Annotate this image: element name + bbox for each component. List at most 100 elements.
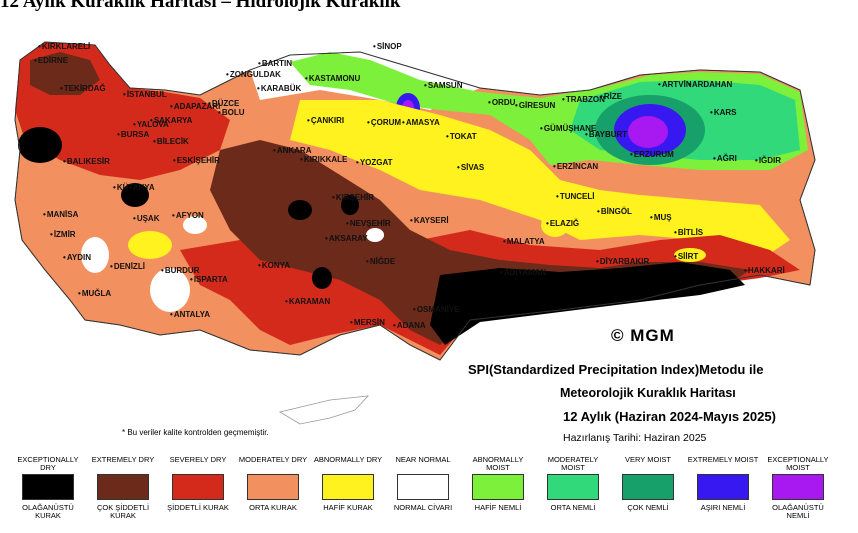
cyprus (278, 395, 370, 425)
legend-swatch (472, 474, 524, 500)
legend-item: ABNORMALLY DRY HAFİF KURAK (312, 456, 384, 512)
city-label: NİĞDE (366, 257, 395, 266)
legend-label-tr: ŞİDDETLİ KURAK (167, 503, 229, 512)
city-label: İZMİR (50, 230, 76, 239)
legend-label-en: MODERATELY MOIST (547, 455, 599, 472)
city-label: ZONGULDAK (226, 70, 281, 79)
region-near-normal-afyon (183, 216, 207, 234)
legend-swatch (547, 474, 599, 500)
legend-label-en: NEAR NORMAL (395, 455, 451, 464)
city-label: BİNGÖL (597, 207, 632, 216)
legend-label-en: EXTREMELY DRY (91, 455, 155, 464)
city-label: ADIYAMAN (500, 268, 546, 277)
city-label: KAYSERİ (410, 216, 449, 225)
legend-item: EXTREMELY DRY ÇOK ŞİDDETLİ KURAK (87, 456, 159, 520)
legend-label-tr: OLAĞANÜSTÜ KURAK (22, 503, 74, 520)
quality-note: * Bu veriler kalite kontrolden geçmemişt… (122, 428, 269, 437)
city-label: ARDAHAN (688, 80, 732, 89)
region-near-normal-nevsehir (366, 228, 384, 242)
city-label: ANTALYA (170, 310, 210, 319)
region-abnormally-dry-west (128, 231, 172, 259)
legend-item: EXCEPTIONALLY DRY OLAĞANÜSTÜ KURAK (12, 456, 84, 520)
city-label: UŞAK (133, 214, 160, 223)
map-title: 12 Aylık Kuraklık Haritası – Hidrolojik … (0, 0, 401, 12)
city-label: OSMANİYE (413, 305, 460, 314)
city-label: MUĞLA (78, 289, 111, 298)
city-label: BOLU (218, 108, 245, 117)
city-label: İSTANBUL (123, 90, 167, 99)
region-near-normal-antalya (150, 268, 190, 312)
city-label: SAMSUN (424, 81, 463, 90)
city-label: MERSİN (350, 318, 385, 327)
city-label: BİLECİK (153, 137, 189, 146)
city-label: ÇORUM (367, 118, 401, 127)
city-label: SİNOP (373, 42, 402, 51)
city-label: SİİRT (674, 252, 698, 261)
city-label: ANKARA (273, 146, 312, 155)
legend-label-en: VERY MOIST (625, 455, 671, 464)
city-label: BALIKESİR (63, 157, 110, 166)
region-exceptionally-dry-bursa (18, 127, 62, 163)
city-label: SİVAS (457, 163, 484, 172)
legend-label-tr: ÇOK NEMLİ (627, 503, 669, 512)
coast-outline (14, 41, 816, 361)
city-label: DÜZCE (208, 99, 240, 108)
legend-label-tr: NORMAL CİVARI (393, 503, 453, 512)
legend-label-tr: ORTA KURAK (249, 503, 297, 512)
legend-label-tr: AŞIRI NEMLİ (700, 503, 746, 512)
legend-item: MODERATELY MOIST ORTA NEMLİ (537, 456, 609, 512)
info-line-4: Hazırlanış Tarihi: Haziran 2025 (563, 432, 707, 444)
city-label: ADANA (393, 321, 426, 330)
city-label: KIRIKKALE (300, 155, 348, 164)
legend-label-en: ABNORMALLY DRY (313, 455, 383, 464)
legend-label-tr: OLAĞANÜSTÜ NEMLİ (772, 503, 824, 520)
city-label: AYDIN (63, 253, 91, 262)
legend-label-tr: ORTA NEMLİ (550, 503, 596, 512)
city-label: SAKARYA (150, 116, 193, 125)
city-label: AFYON (172, 211, 204, 220)
city-label: ESKİŞEHİR (173, 156, 220, 165)
city-label: KARS (710, 108, 737, 117)
city-label: KIRŞEHİR (332, 193, 374, 202)
legend-label-en: EXTREMELY MOIST (687, 455, 759, 464)
city-label: BURDUR (161, 266, 200, 275)
city-label: BARTIN (258, 59, 292, 68)
city-label: DENİZLİ (110, 262, 145, 271)
region-exceptionally-dry-konya (312, 267, 332, 289)
legend-swatch (97, 474, 149, 500)
region-exceptionally-dry-se (430, 262, 745, 345)
info-line-1: SPI(Standardized Precipitation Index)Met… (468, 362, 764, 377)
legend-item: VERY MOIST ÇOK NEMLİ (612, 456, 684, 512)
city-label: BAYBURT (585, 130, 627, 139)
city-label: GÜMÜŞHANE (540, 124, 596, 133)
legend-item: NEAR NORMAL NORMAL CİVARI (387, 456, 459, 512)
city-label: KIRKLARELİ (38, 42, 90, 51)
city-label: ARTVİN (658, 80, 692, 89)
city-label: DİYARBAKIR (596, 257, 650, 266)
legend-item: SEVERELY DRY ŞİDDETLİ KURAK (162, 456, 234, 512)
legend-label-tr: HAFİF NEMLİ (474, 503, 522, 512)
city-label: ERZURUM (630, 150, 674, 159)
city-label: ÇANKIRI (307, 116, 344, 125)
city-label: KARAMAN (285, 297, 330, 306)
city-label: ELAZIĞ (546, 219, 579, 228)
legend-swatch (172, 474, 224, 500)
city-label: TUNCELİ (556, 192, 595, 201)
legend-item: EXCEPTIONALLY MOIST OLAĞANÜSTÜ NEMLİ (762, 456, 834, 520)
legend: EXCEPTIONALLY DRY OLAĞANÜSTÜ KURAK EXTRE… (12, 456, 852, 531)
city-label: TOKAT (446, 132, 477, 141)
city-label: ISPARTA (190, 275, 228, 284)
city-label: AMASYA (402, 118, 440, 127)
city-label: MUŞ (650, 213, 672, 222)
info-line-3: 12 Aylık (Haziran 2024-Mayıs 2025) (563, 409, 776, 424)
city-label: MALATYA (503, 237, 545, 246)
legend-label-en: MODERATELY DRY (238, 455, 308, 464)
legend-swatch (772, 474, 824, 500)
city-label: TEKİRDAĞ (60, 84, 106, 93)
region-exceptionally-moist-erzurum (628, 116, 668, 148)
legend-swatch (22, 474, 74, 500)
city-label: KONYA (258, 261, 290, 270)
mgm-copyright: © MGM (611, 326, 675, 345)
legend-label-tr: ÇOK ŞİDDETLİ KURAK (96, 503, 150, 520)
city-label: YOZGAT (356, 158, 393, 167)
